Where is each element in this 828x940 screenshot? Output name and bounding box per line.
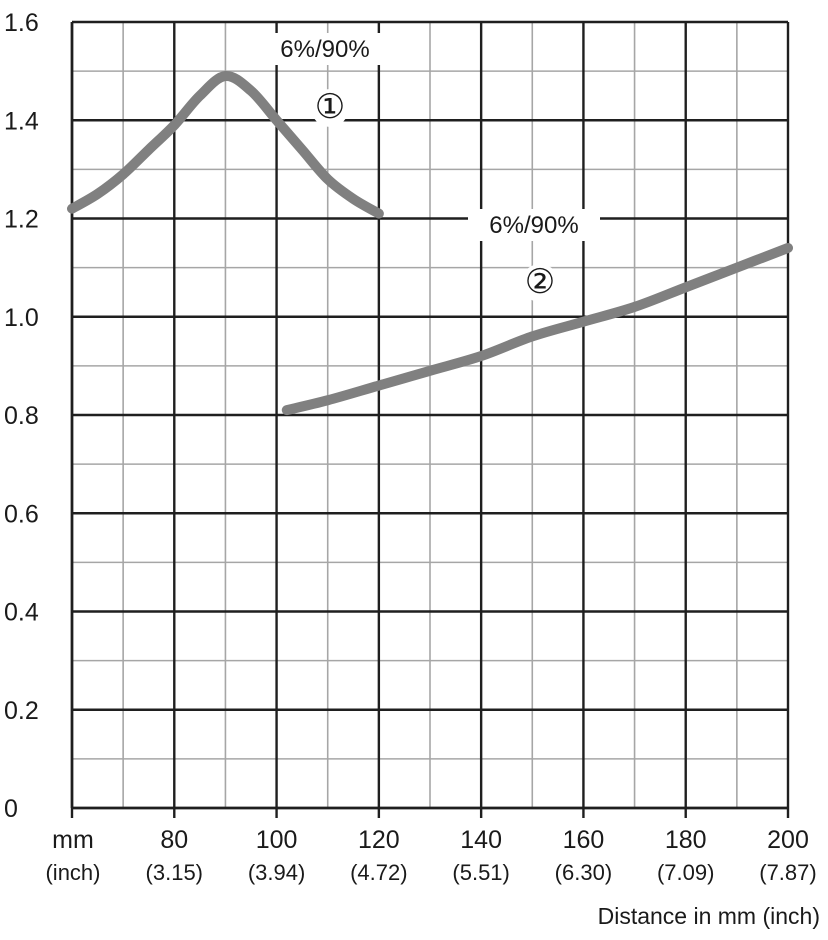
x-tick-label: 80	[160, 826, 188, 854]
y-tick-label: 1.0	[4, 304, 39, 332]
x-axis-ticks: 80 (3.15) 100 (3.94) 120 (4.72) 140 (5.51) 160 (6…	[146, 826, 817, 885]
x-tick-sublabel: (4.72)	[350, 860, 407, 885]
x-tick-label: 120	[358, 826, 400, 854]
series-annotation-1: 6%/90%	[280, 36, 369, 63]
series-marker-2: ②	[525, 263, 555, 301]
x-tick-label: 160	[563, 826, 605, 854]
y-tick-label: 0.4	[4, 599, 39, 627]
y-tick-label: 1.6	[4, 9, 39, 37]
y-tick-label: 1.4	[4, 107, 39, 135]
series-marker-1: ①	[315, 88, 345, 126]
x-tick-sublabel: (5.51)	[452, 860, 509, 885]
x-tick-sublabel: (7.87)	[759, 860, 816, 885]
marker-background	[311, 89, 349, 127]
annotation-background	[468, 209, 600, 241]
annotation-background	[259, 33, 391, 65]
series-line-1	[67, 71, 384, 219]
x-tick-label: 140	[460, 826, 502, 854]
x-tick-sublabel: (3.15)	[146, 860, 203, 885]
x-unit-label: mm	[52, 826, 94, 854]
y-tick-label: 0.8	[4, 402, 39, 430]
y-tick-label: 1.2	[4, 206, 39, 234]
y-axis-ticks: 0 0.2 0.4 0.6 0.8 1.0 1.2 1.4 1.6	[4, 9, 39, 823]
x-tick-sublabel: (7.09)	[657, 860, 714, 885]
series-layer	[67, 71, 793, 416]
major-grid	[70, 20, 790, 818]
x-tick-sublabel: (3.94)	[248, 860, 305, 885]
x-tick-sublabel: (6.30)	[555, 860, 612, 885]
annotations: 6%/90% ① 6%/90% ②	[259, 33, 600, 302]
y-tick-label: 0	[4, 795, 18, 823]
series-annotation-2: 6%/90%	[489, 212, 578, 239]
series-line-2	[281, 242, 793, 416]
x-tick-label: 200	[767, 826, 809, 854]
marker-background	[521, 264, 559, 302]
x-unit-sub-label: (inch)	[45, 860, 100, 885]
x-tick-label: 180	[665, 826, 707, 854]
x-tick-label: 100	[256, 826, 298, 854]
y-tick-label: 0.6	[4, 500, 39, 528]
x-axis-label: Distance in mm (inch)	[598, 903, 820, 929]
y-tick-label: 0.2	[4, 697, 39, 725]
